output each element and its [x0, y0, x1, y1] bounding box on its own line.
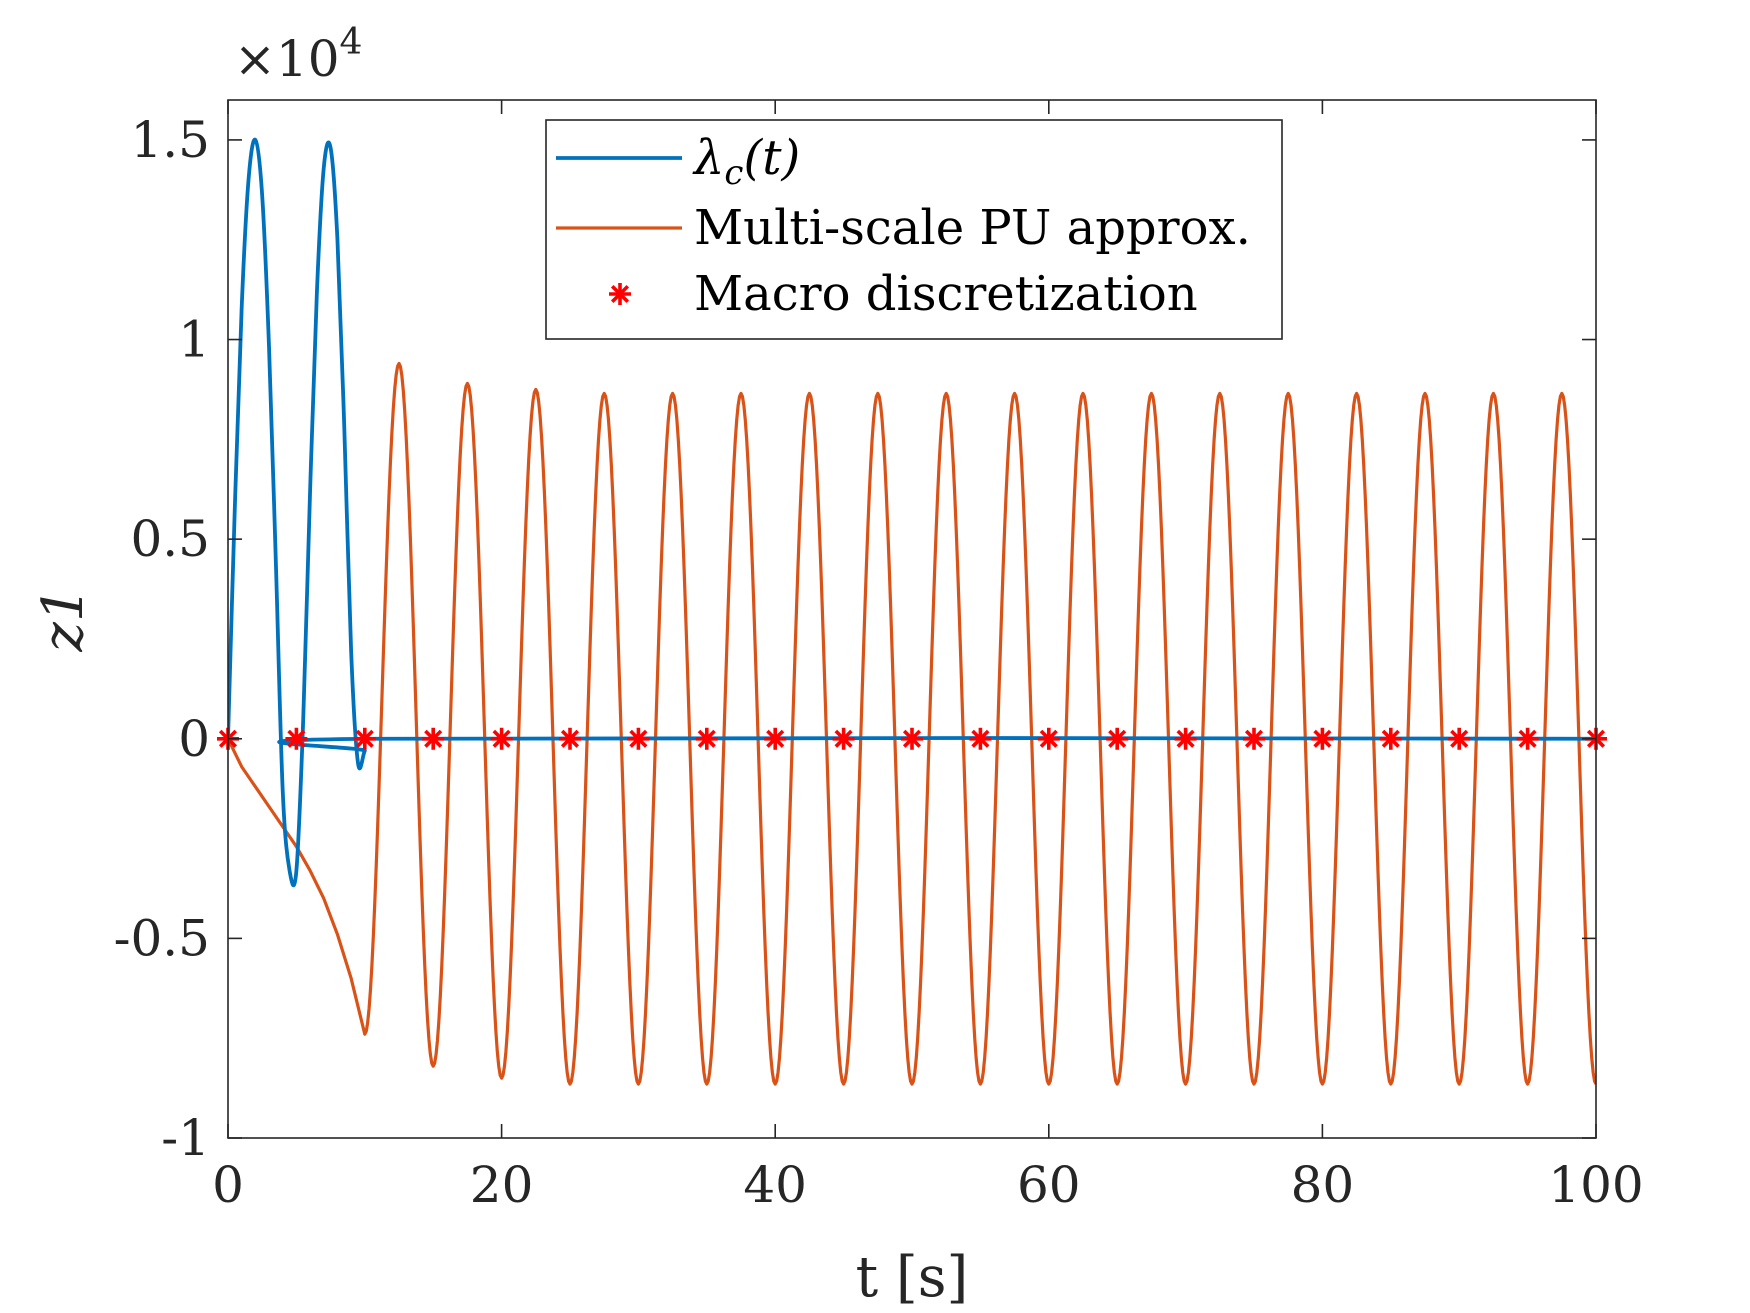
macro-marker-2: [353, 727, 376, 750]
macro-marker-4-stroke: [492, 729, 511, 748]
axes-box: [227, 99, 1597, 1139]
macro-marker-14: [1174, 727, 1197, 750]
macro-marker-19-stroke: [1518, 729, 1537, 748]
macro-marker-11: [969, 727, 992, 750]
y-tick-label-5: 1.5: [130, 111, 210, 169]
macro-marker-2-stroke: [355, 729, 374, 748]
legend-label-lambda-c: λc(t): [692, 130, 800, 193]
macro-marker-6: [627, 727, 650, 750]
legend: λc(t) Multi-scale PU approx. Macro discret…: [545, 119, 1283, 340]
macro-marker-15: [1243, 727, 1265, 750]
macro-marker-9: [832, 727, 855, 750]
macro-marker-7-stroke: [697, 729, 716, 748]
legend-swatch-macro-stroke: [610, 284, 630, 304]
x-tick-label-5: 100: [1548, 1156, 1643, 1214]
macro-marker-3: [422, 727, 445, 750]
plot-area: [217, 137, 1607, 1086]
legend-label-multiscale-pu: Multi-scale PU approx.: [694, 200, 1251, 256]
legend-label-lambda-c-sub: c: [724, 153, 743, 193]
x-tick-label-2: 40: [743, 1156, 807, 1214]
x-tick-label-1: 20: [470, 1156, 534, 1214]
y-exponent-label: ×104: [234, 22, 362, 88]
axes: 0 20 40 60 80 100 -1 -0.5 0 0.5 1 1.5 ×104 t [s] z1: [31, 22, 1644, 1310]
x-tick-label-4: 80: [1291, 1156, 1355, 1214]
macro-marker-18: [1448, 727, 1471, 750]
y-tick-label-1: -0.5: [114, 909, 210, 967]
series-line-multiscale-pu: [228, 361, 1596, 1086]
macro-marker-1-stroke: [287, 729, 306, 748]
macro-marker-5: [559, 727, 581, 750]
macro-marker-14-stroke: [1176, 729, 1195, 748]
macro-marker-6-stroke: [629, 729, 648, 748]
y-tick-label-2: 0: [178, 710, 210, 768]
macro-marker-8: [764, 727, 787, 750]
y-tick-label-3: 0.5: [130, 510, 210, 568]
y-tick-label-0: -1: [161, 1109, 210, 1167]
macro-marker-18-stroke: [1450, 729, 1469, 748]
legend-label-lambda-c-tail: (t): [743, 130, 800, 186]
macro-marker-3-stroke: [424, 729, 443, 748]
macro-marker-17-stroke: [1381, 729, 1400, 748]
macro-marker-12-stroke: [1039, 729, 1058, 748]
macro-marker-13: [1106, 727, 1129, 750]
y-exponent-power: 4: [340, 22, 363, 63]
macro-marker-16: [1311, 727, 1334, 750]
macro-marker-15-stroke: [1244, 729, 1264, 748]
macro-marker-12: [1037, 727, 1060, 750]
macro-marker-10-stroke: [902, 729, 922, 748]
x-tick-label-0: 0: [212, 1156, 244, 1214]
macro-marker-16-stroke: [1313, 729, 1332, 748]
x-axis-label: t [s]: [856, 1245, 969, 1310]
x-tick-label-3: 60: [1017, 1156, 1081, 1214]
legend-swatch-macro: [609, 283, 631, 305]
macro-marker-8-stroke: [766, 729, 785, 748]
macro-marker-1: [285, 727, 308, 750]
macro-marker-13-stroke: [1108, 729, 1127, 748]
macro-marker-7: [695, 727, 718, 750]
macro-marker-10: [901, 727, 923, 750]
macro-marker-5-stroke: [560, 729, 580, 748]
macro-marker-4: [490, 727, 513, 750]
series-line-lambda-c: [228, 137, 1596, 888]
macro-marker-17: [1379, 727, 1402, 750]
y-exponent-base: ×10: [234, 30, 340, 88]
y-tick-label-4: 1: [178, 311, 210, 369]
macro-marker-9-stroke: [834, 729, 853, 748]
y-axis-label: z1: [31, 586, 96, 652]
legend-label-lambda-c-main: λ: [692, 130, 724, 186]
macro-marker-19: [1516, 727, 1539, 750]
legend-label-macro: Macro discretization: [694, 266, 1198, 322]
macro-marker-11-stroke: [971, 729, 990, 748]
